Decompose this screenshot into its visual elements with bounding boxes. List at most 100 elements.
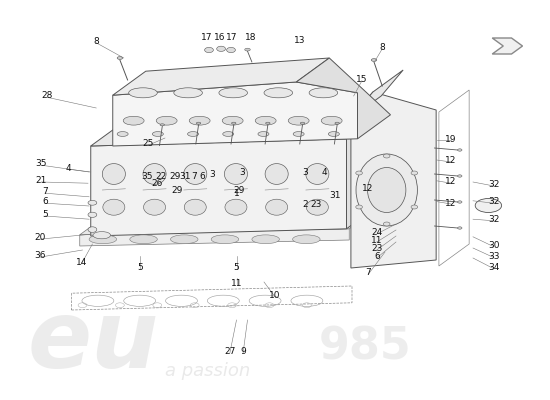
Text: eu: eu: [28, 296, 159, 388]
Ellipse shape: [88, 212, 97, 217]
Ellipse shape: [232, 122, 236, 124]
Text: 8: 8: [94, 38, 99, 46]
Ellipse shape: [152, 132, 163, 136]
Text: 31: 31: [179, 172, 190, 181]
Polygon shape: [80, 207, 379, 235]
Text: 4: 4: [322, 168, 327, 177]
Text: 3: 3: [209, 170, 214, 178]
Polygon shape: [113, 82, 358, 146]
Text: 10: 10: [270, 292, 280, 300]
Text: 8: 8: [379, 44, 385, 52]
Ellipse shape: [293, 235, 320, 244]
Text: 21: 21: [36, 176, 47, 185]
Polygon shape: [492, 38, 522, 54]
Text: 6: 6: [374, 252, 379, 261]
Ellipse shape: [309, 88, 338, 98]
Ellipse shape: [160, 124, 164, 126]
Text: 23: 23: [311, 200, 322, 209]
Text: 20: 20: [34, 234, 45, 242]
Text: 32: 32: [488, 216, 499, 224]
Ellipse shape: [117, 132, 128, 136]
Ellipse shape: [219, 88, 248, 98]
Text: 5: 5: [42, 210, 48, 219]
Ellipse shape: [170, 235, 198, 244]
Ellipse shape: [356, 205, 362, 209]
Ellipse shape: [411, 171, 417, 175]
Text: 24: 24: [371, 228, 382, 237]
Text: 3: 3: [302, 168, 308, 177]
Ellipse shape: [288, 116, 309, 125]
Ellipse shape: [223, 132, 234, 136]
Ellipse shape: [266, 122, 270, 124]
Ellipse shape: [103, 199, 125, 215]
Text: 29: 29: [172, 186, 183, 195]
Ellipse shape: [102, 164, 125, 184]
Ellipse shape: [458, 175, 462, 177]
Text: 7: 7: [42, 188, 48, 196]
Text: 33: 33: [488, 252, 499, 261]
Ellipse shape: [88, 227, 97, 232]
Ellipse shape: [144, 199, 166, 215]
Ellipse shape: [245, 48, 250, 51]
Text: 34: 34: [488, 264, 499, 272]
Text: 16: 16: [214, 34, 225, 42]
Text: 6: 6: [42, 198, 48, 206]
Text: 14: 14: [76, 258, 87, 267]
Ellipse shape: [306, 199, 328, 215]
Ellipse shape: [252, 235, 279, 244]
Ellipse shape: [117, 57, 123, 59]
Ellipse shape: [458, 227, 462, 229]
Text: 3: 3: [239, 168, 245, 177]
Polygon shape: [351, 70, 403, 118]
Ellipse shape: [265, 164, 288, 184]
Ellipse shape: [188, 132, 199, 136]
Text: 7: 7: [191, 172, 196, 181]
Text: 19: 19: [446, 135, 456, 144]
Text: 6: 6: [199, 172, 205, 181]
Ellipse shape: [189, 116, 210, 125]
Text: 11: 11: [371, 236, 382, 245]
Ellipse shape: [196, 122, 201, 124]
Ellipse shape: [227, 47, 235, 53]
Text: 28: 28: [41, 92, 52, 100]
Text: 35: 35: [142, 172, 153, 181]
Polygon shape: [91, 115, 379, 146]
Ellipse shape: [255, 116, 276, 125]
Text: 7: 7: [366, 268, 371, 277]
Text: 15: 15: [356, 76, 367, 84]
Ellipse shape: [306, 164, 329, 184]
Text: 985: 985: [319, 326, 412, 369]
Ellipse shape: [217, 46, 226, 52]
Polygon shape: [346, 115, 380, 229]
Ellipse shape: [224, 164, 248, 184]
Ellipse shape: [143, 164, 166, 184]
Text: 12: 12: [446, 156, 456, 165]
Text: 29: 29: [169, 172, 180, 181]
Text: 32: 32: [488, 180, 499, 189]
Ellipse shape: [356, 154, 417, 226]
Ellipse shape: [458, 149, 462, 151]
Text: 23: 23: [371, 244, 382, 253]
Ellipse shape: [130, 235, 157, 244]
Ellipse shape: [264, 88, 293, 98]
Ellipse shape: [222, 116, 243, 125]
Ellipse shape: [184, 199, 206, 215]
Polygon shape: [91, 139, 346, 236]
Text: 32: 32: [488, 198, 499, 206]
Ellipse shape: [225, 199, 247, 215]
Text: 35: 35: [36, 160, 47, 168]
Text: 5: 5: [138, 264, 143, 272]
Ellipse shape: [205, 47, 213, 53]
Text: 29: 29: [234, 186, 245, 195]
Ellipse shape: [258, 132, 269, 136]
Text: 36: 36: [34, 252, 45, 260]
Ellipse shape: [335, 122, 339, 124]
Ellipse shape: [321, 116, 342, 125]
Ellipse shape: [266, 199, 288, 215]
Text: 2: 2: [302, 200, 308, 209]
Polygon shape: [113, 58, 329, 95]
Ellipse shape: [89, 235, 117, 244]
Text: 17: 17: [201, 34, 212, 42]
Ellipse shape: [356, 171, 362, 175]
Ellipse shape: [123, 116, 144, 125]
